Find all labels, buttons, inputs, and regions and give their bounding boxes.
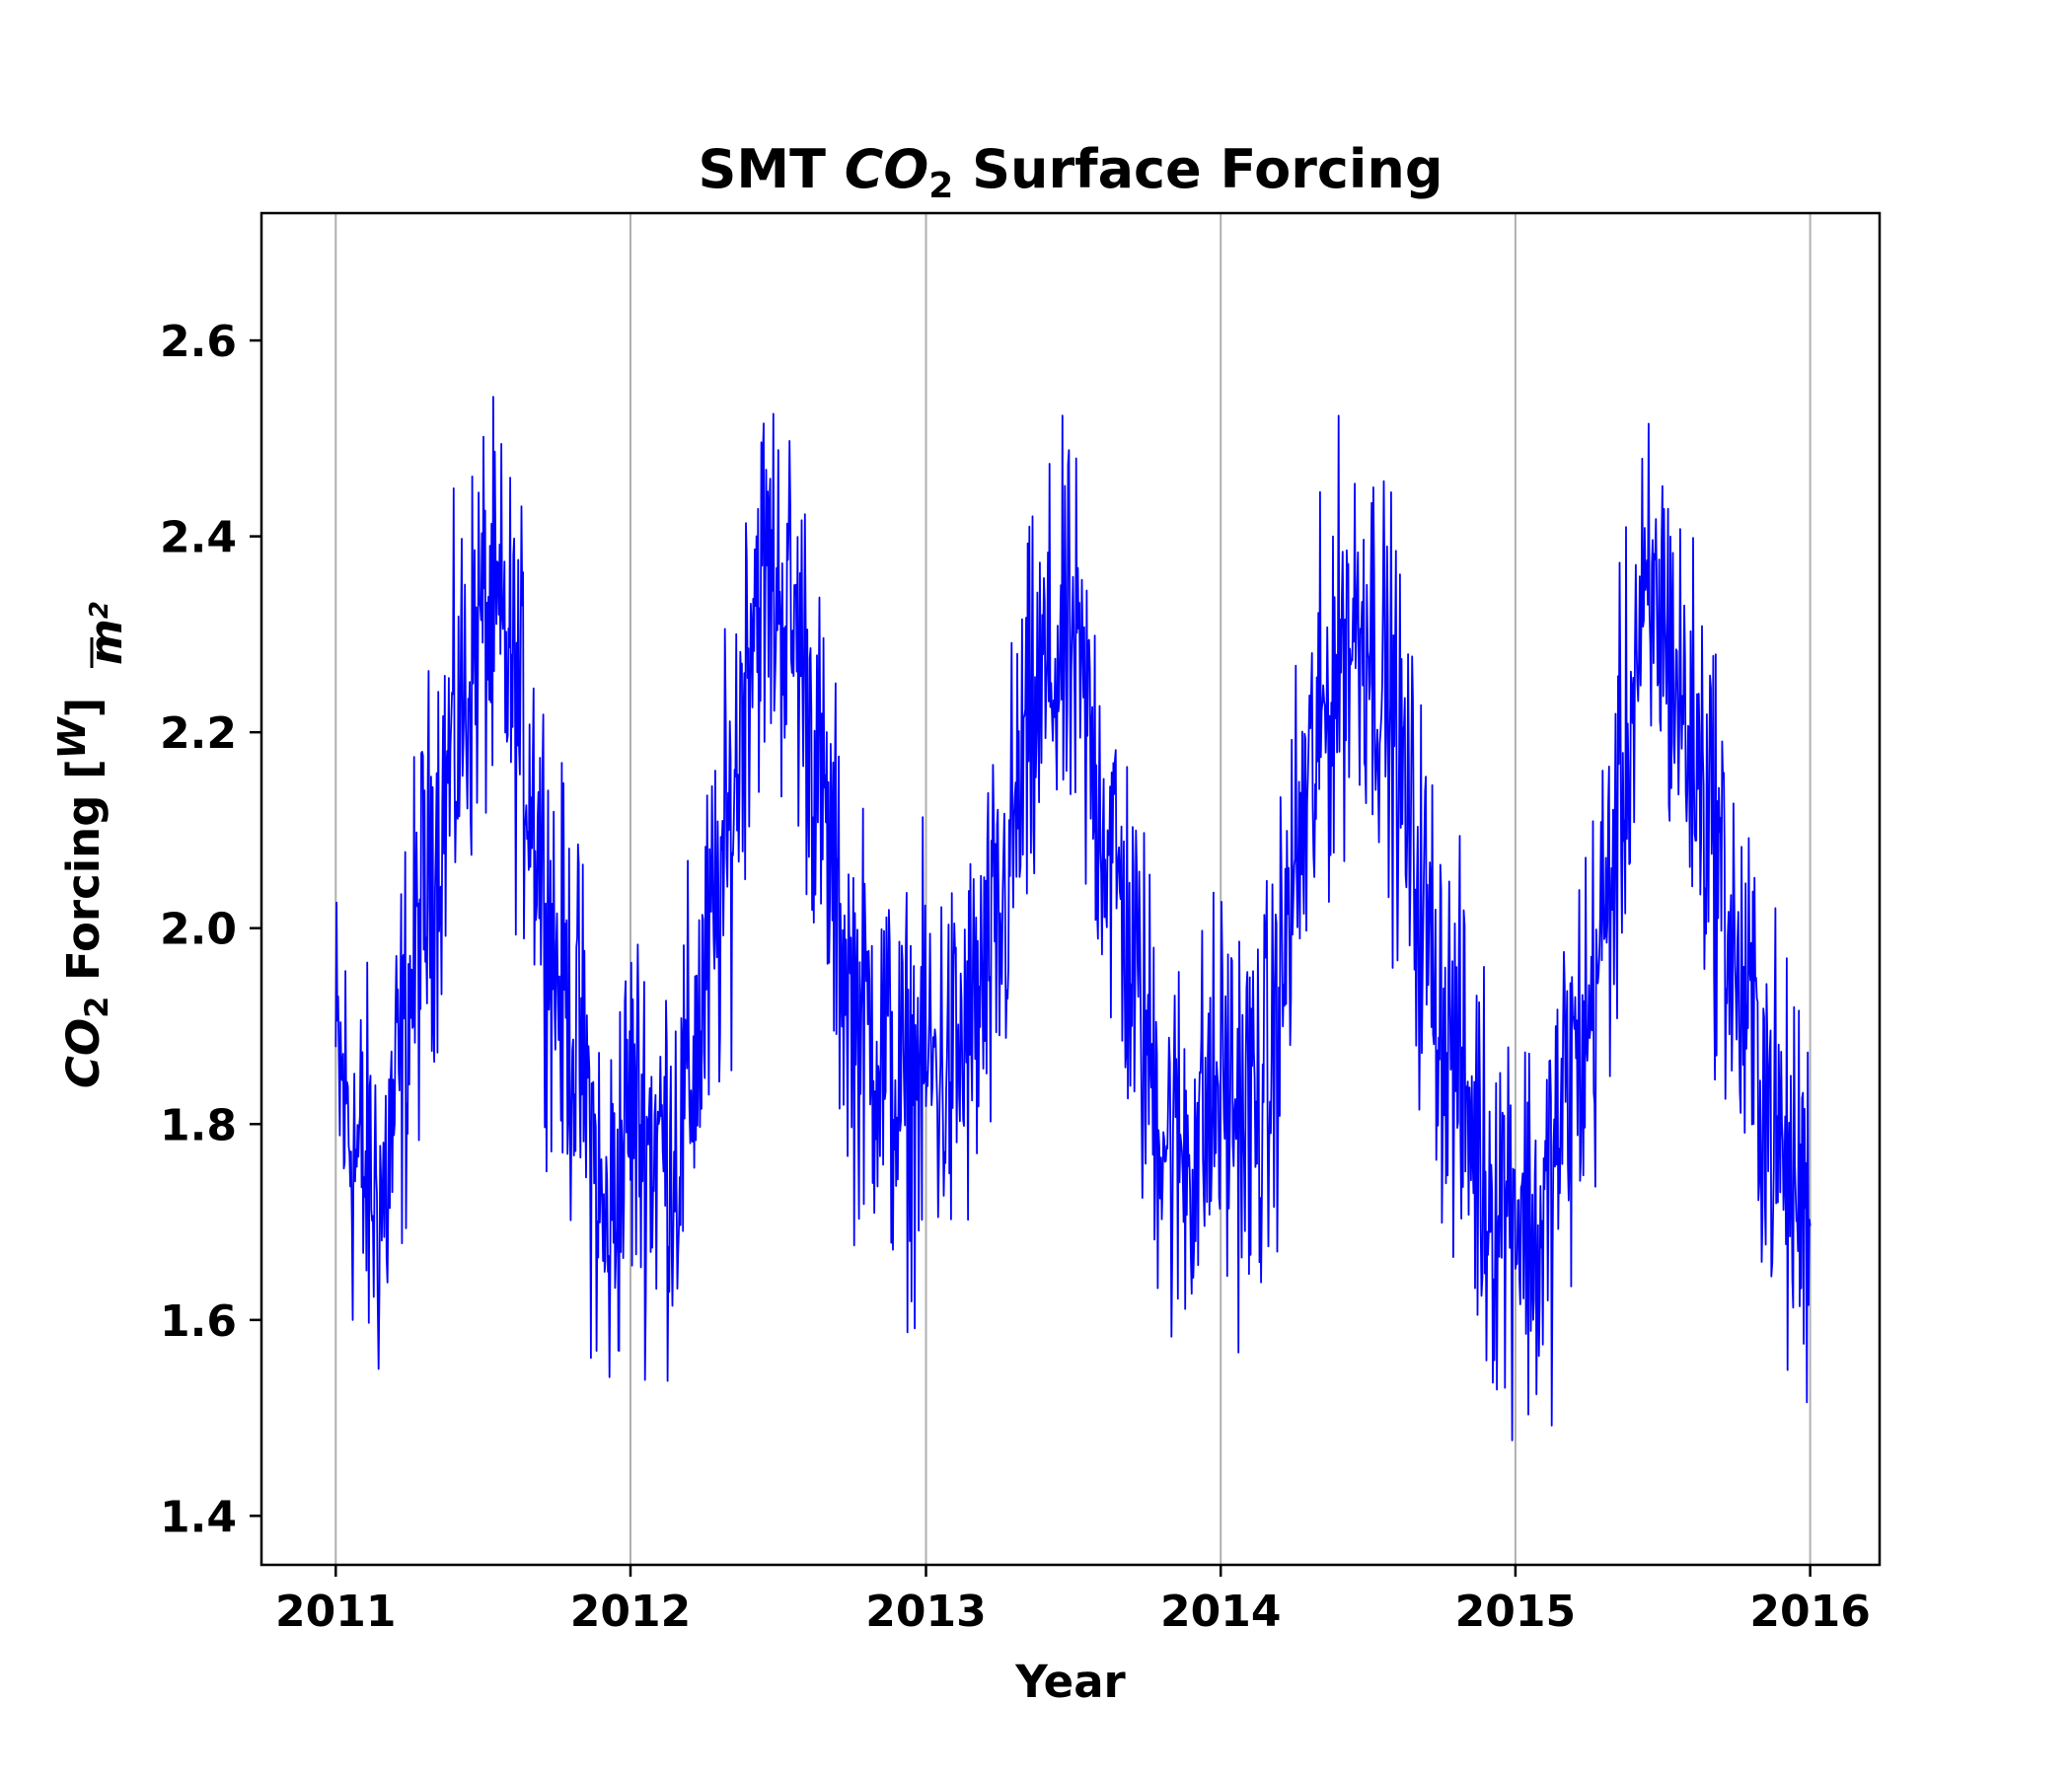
y-tick-label: 1.4 xyxy=(160,1492,237,1542)
svg-text:m2: m2 xyxy=(80,601,132,665)
x-tick-label: 2011 xyxy=(275,1587,396,1637)
x-tick-label: 2013 xyxy=(865,1587,986,1637)
x-tick-label: 2016 xyxy=(1749,1587,1870,1637)
y-tick-label: 2.4 xyxy=(160,513,237,563)
y-axis-label: CO2 Forcing [W] m2 xyxy=(50,601,132,1088)
svg-text:CO2 Forcing [W]: CO2 Forcing [W] xyxy=(50,698,115,1088)
y-tick-label: 1.6 xyxy=(160,1296,237,1347)
plot-frame xyxy=(259,211,1882,1567)
x-grid xyxy=(334,213,1812,1565)
x-ticks: 2011 2012 2013 2014 2015 2016 xyxy=(275,1565,1871,1637)
x-tick-label: 2015 xyxy=(1455,1587,1576,1637)
y-tick-label: 2.2 xyxy=(160,708,237,759)
y-tick-label: 1.8 xyxy=(160,1100,237,1150)
x-axis-label: Year xyxy=(1014,1656,1126,1708)
x-tick-label: 2012 xyxy=(570,1587,691,1637)
chart-title: SMT CO2 Surface Forcing xyxy=(698,138,1443,206)
y-tick-label: 2.6 xyxy=(160,317,237,367)
y-ticks: 1.4 1.6 1.8 2.0 2.2 2.4 2.6 xyxy=(160,317,261,1542)
series-line xyxy=(334,396,1812,1442)
x-tick-label: 2014 xyxy=(1160,1587,1281,1637)
y-tick-label: 2.0 xyxy=(160,905,237,955)
